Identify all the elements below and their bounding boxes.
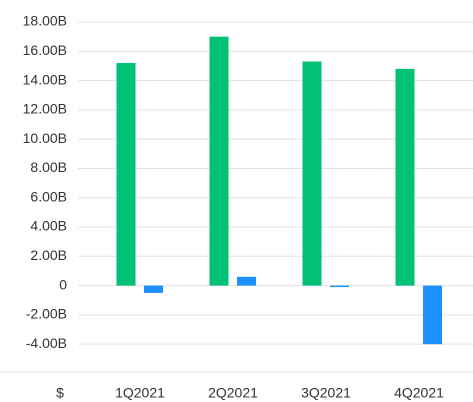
bar: [395, 68, 415, 286]
y-tick-label: 4.00B: [30, 218, 67, 234]
x-tick-label: 3Q2021: [301, 385, 351, 401]
y-tick-label: 8.00B: [30, 159, 67, 175]
x-tick-label: 1Q2021: [115, 385, 165, 401]
y-tick-label: 12.00B: [23, 101, 67, 117]
y-tick-label: -2.00B: [26, 306, 67, 322]
bar: [330, 285, 349, 288]
x-tick-label: 4Q2021: [394, 385, 444, 401]
bar: [423, 285, 442, 345]
y-tick-label: 6.00B: [30, 188, 67, 204]
x-tick-label: 2Q2021: [208, 385, 258, 401]
y-tick-label: 14.00B: [23, 71, 67, 87]
y-tick-label: 0: [59, 276, 67, 292]
y-tick-label: 18.00B: [23, 13, 67, 29]
bar: [302, 61, 322, 286]
axis-label: $: [56, 385, 64, 401]
bar: [144, 285, 163, 293]
bar: [209, 36, 229, 286]
y-tick-label: 2.00B: [30, 247, 67, 263]
bar: [116, 63, 136, 286]
y-tick-label: -4.00B: [26, 335, 67, 351]
y-tick-label: 16.00B: [23, 42, 67, 58]
bar: [237, 276, 256, 286]
y-tick-label: 10.00B: [23, 130, 67, 146]
